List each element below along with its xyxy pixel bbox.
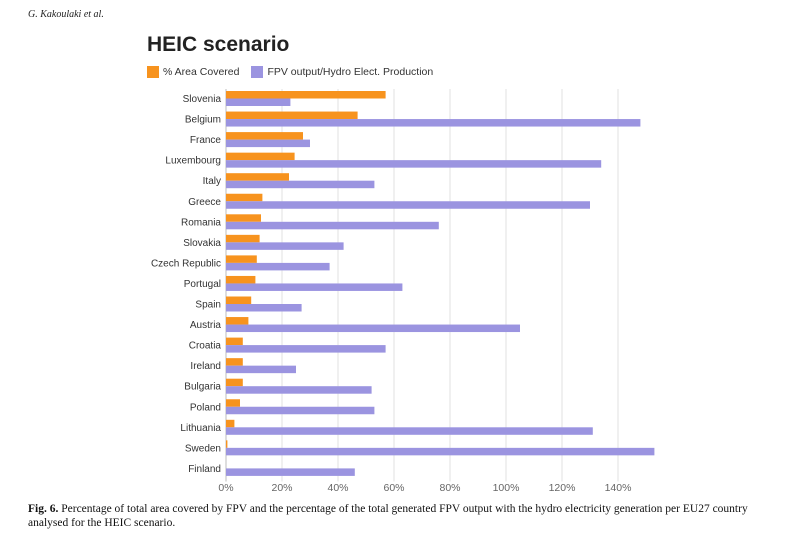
bar-fpv-output <box>226 304 302 312</box>
x-tick-label: 60% <box>383 482 404 494</box>
bar-fpv-output <box>226 98 291 106</box>
x-tick-label: 40% <box>327 482 348 494</box>
y-category-label: Slovenia <box>183 94 222 105</box>
bar-fpv-output <box>226 160 602 168</box>
bar-fpv-output <box>226 119 641 127</box>
y-category-label: Spain <box>195 300 221 311</box>
legend-item-area: % Area Covered <box>147 66 239 78</box>
x-tick-label: 20% <box>271 482 292 494</box>
bar-fpv-output <box>226 324 520 333</box>
bar-fpv-output <box>226 262 330 271</box>
x-tick-label: 80% <box>439 482 460 494</box>
bar-fpv-output <box>226 447 655 456</box>
bar-fpv-output <box>226 283 403 291</box>
bar-area-covered <box>226 152 295 161</box>
bar-area-covered <box>226 296 252 304</box>
bar-area-covered <box>226 214 261 222</box>
bar-area-covered <box>226 91 386 99</box>
caption-text: Percentage of total area covered by FPV … <box>28 503 748 529</box>
bar-area-covered <box>226 275 256 284</box>
y-category-label: Sweden <box>185 443 221 454</box>
bar-fpv-output <box>226 345 386 353</box>
y-category-label: Portugal <box>184 279 221 290</box>
bar-area-covered <box>226 399 240 407</box>
bar-area-covered <box>226 193 263 202</box>
x-tick-label: 0% <box>218 482 233 494</box>
bar-area-covered <box>226 419 235 428</box>
y-category-label: Finland <box>188 464 221 475</box>
bar-fpv-output <box>226 365 296 374</box>
bar-fpv-output <box>226 386 372 394</box>
bar-area-covered <box>226 173 289 181</box>
bar-fpv-output <box>226 201 590 209</box>
x-tick-label: 120% <box>549 482 576 494</box>
bar-fpv-output <box>226 468 355 476</box>
legend-swatch-area <box>147 66 159 78</box>
y-category-label: Slovakia <box>183 238 221 249</box>
bar-area-covered <box>226 337 243 346</box>
y-category-label: Lithuania <box>180 423 221 434</box>
y-category-label: Bulgaria <box>184 382 221 393</box>
bar-area-covered <box>226 234 260 243</box>
bar-area-covered <box>226 132 303 140</box>
bar-fpv-output <box>226 427 593 435</box>
y-category-label: Italy <box>203 176 221 187</box>
bar-fpv-output <box>226 406 375 415</box>
y-category-label: Romania <box>181 217 221 228</box>
x-tick-label: 100% <box>493 482 520 494</box>
figure-caption: Fig. 6. Percentage of total area covered… <box>28 502 778 530</box>
y-category-label: Ireland <box>190 361 221 372</box>
legend-swatch-output <box>251 66 264 78</box>
chart-title: HEIC scenario <box>147 33 290 56</box>
y-category-label: Luxembourg <box>165 156 221 167</box>
y-category-label: Belgium <box>185 115 221 126</box>
y-category-label: Austria <box>190 320 222 331</box>
y-category-label: Greece <box>188 197 221 208</box>
legend-label-area: % Area Covered <box>163 66 240 78</box>
chart-legend: % Area Covered FPV output/Hydro Elect. P… <box>147 66 445 78</box>
bar-area-covered <box>226 255 257 263</box>
bar-fpv-output <box>226 139 310 148</box>
bar-area-covered <box>226 440 228 448</box>
bar-area-covered <box>226 358 243 366</box>
y-category-label: France <box>190 135 222 146</box>
bar-fpv-output <box>226 221 439 230</box>
legend-label-output: FPV output/Hydro Elect. Production <box>267 66 434 78</box>
y-category-label: Czech Republic <box>151 258 221 269</box>
y-category-label: Croatia <box>189 341 222 352</box>
running-head: G. Kakoulaki et al. <box>28 9 104 20</box>
bar-fpv-output <box>226 242 344 250</box>
caption-label: Fig. 6. <box>28 503 59 515</box>
bar-chart: 0% 20% 40% 60% 80% 100% 120% 140% Slovenia Belgiu… <box>151 89 655 494</box>
y-category-label: Poland <box>190 402 221 413</box>
bar-area-covered <box>226 111 358 120</box>
bar-area-covered <box>226 317 249 325</box>
bar-fpv-output <box>226 180 375 189</box>
bar-area-covered <box>226 378 243 387</box>
x-tick-label: 140% <box>605 482 632 494</box>
legend-item-output: FPV output/Hydro Elect. Production <box>251 66 433 78</box>
